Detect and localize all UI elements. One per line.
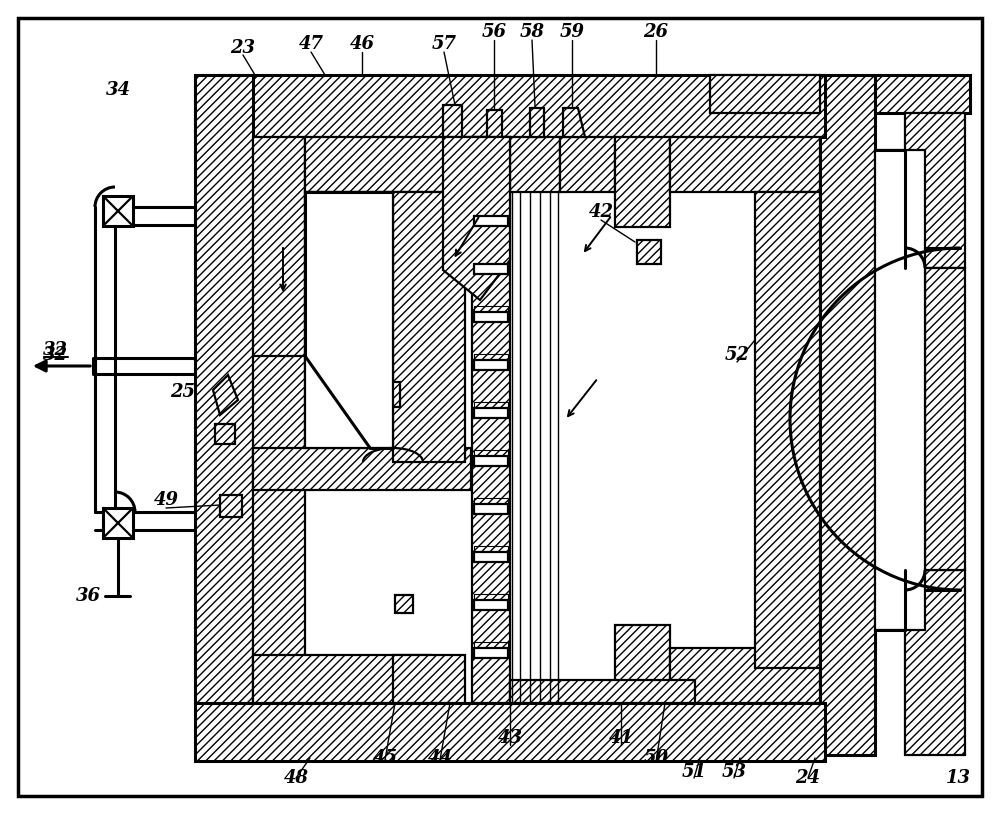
Text: 13: 13: [946, 769, 970, 787]
Text: 32: 32: [42, 346, 68, 364]
Text: 34: 34: [106, 81, 130, 99]
Bar: [905, 113, 965, 268]
Bar: [305, 192, 393, 448]
Bar: [474, 546, 508, 552]
Bar: [710, 75, 820, 113]
Bar: [395, 595, 413, 613]
Bar: [474, 408, 508, 418]
Text: 48: 48: [284, 769, 308, 787]
Bar: [875, 75, 970, 113]
Text: 47: 47: [298, 35, 324, 53]
Polygon shape: [213, 375, 238, 415]
Bar: [474, 210, 508, 216]
Bar: [253, 448, 471, 490]
Bar: [393, 655, 465, 703]
Text: 53: 53: [722, 763, 746, 781]
Bar: [615, 137, 670, 227]
Bar: [820, 75, 875, 755]
Bar: [474, 552, 508, 562]
Bar: [474, 498, 508, 504]
Text: 57: 57: [432, 35, 456, 53]
Text: 58: 58: [520, 23, 544, 41]
Bar: [393, 192, 465, 462]
Text: 46: 46: [350, 35, 374, 53]
Bar: [474, 594, 508, 600]
Bar: [195, 75, 253, 703]
Bar: [505, 137, 560, 192]
Text: 51: 51: [682, 763, 706, 781]
Bar: [474, 456, 508, 466]
Text: 24: 24: [796, 769, 820, 787]
Bar: [510, 680, 695, 703]
Bar: [905, 570, 965, 755]
Text: 45: 45: [372, 749, 398, 767]
Bar: [253, 655, 431, 703]
Polygon shape: [563, 108, 585, 137]
Bar: [637, 240, 661, 264]
Bar: [670, 648, 820, 703]
Text: 41: 41: [608, 729, 634, 747]
Bar: [615, 625, 670, 703]
Text: 52: 52: [724, 346, 750, 364]
Bar: [560, 137, 615, 192]
Bar: [474, 306, 508, 312]
Bar: [875, 150, 925, 630]
Bar: [474, 312, 508, 322]
Bar: [103, 196, 133, 226]
Bar: [195, 703, 825, 761]
Text: 49: 49: [154, 491, 178, 509]
Bar: [474, 504, 508, 514]
Bar: [195, 75, 825, 137]
Polygon shape: [443, 105, 462, 137]
Bar: [474, 216, 508, 226]
Text: 42: 42: [588, 203, 614, 221]
Bar: [474, 354, 508, 360]
Bar: [474, 648, 508, 658]
Text: 26: 26: [644, 23, 668, 41]
Bar: [474, 402, 508, 408]
Text: 44: 44: [428, 749, 452, 767]
Bar: [670, 137, 820, 192]
Bar: [474, 450, 508, 456]
Bar: [253, 137, 305, 703]
FancyArrowPatch shape: [36, 361, 90, 371]
Bar: [530, 108, 544, 137]
Text: 50: 50: [644, 749, 668, 767]
Bar: [474, 642, 508, 648]
Text: 59: 59: [560, 23, 584, 41]
Bar: [755, 192, 820, 668]
Text: 32: 32: [42, 341, 68, 359]
Bar: [474, 264, 508, 274]
Bar: [375, 382, 400, 407]
Bar: [925, 268, 965, 570]
Bar: [103, 508, 133, 538]
Bar: [472, 137, 510, 703]
Bar: [220, 495, 242, 517]
Text: 36: 36: [76, 587, 100, 605]
Bar: [305, 137, 505, 192]
Text: 56: 56: [482, 23, 507, 41]
Bar: [474, 258, 508, 264]
Text: 25: 25: [170, 383, 196, 401]
Bar: [474, 360, 508, 370]
Text: 23: 23: [230, 39, 256, 57]
Polygon shape: [443, 137, 510, 300]
Bar: [487, 110, 502, 137]
Bar: [215, 424, 235, 444]
Text: 43: 43: [498, 729, 522, 747]
Bar: [474, 600, 508, 610]
